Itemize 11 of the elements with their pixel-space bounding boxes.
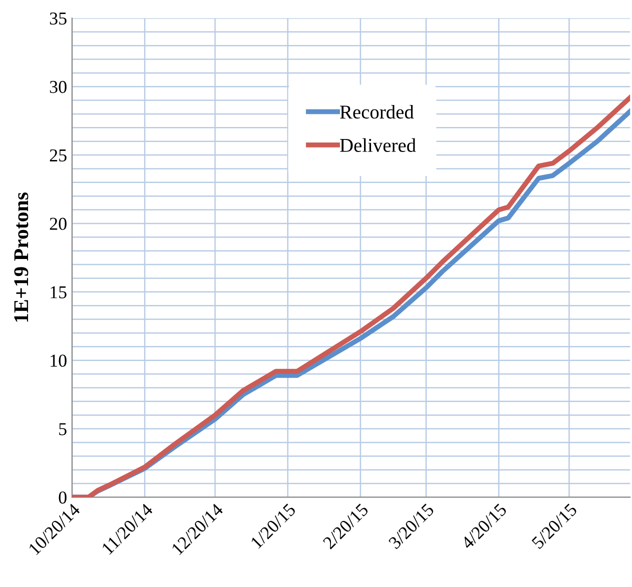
y-tick-label: 5: [59, 423, 66, 436]
legend-label: Recorded: [340, 104, 414, 119]
y-axis-title: 1E+19 Protons: [14, 192, 28, 322]
y-tick-label: 10: [50, 354, 66, 367]
y-tick-label: 30: [50, 80, 66, 94]
y-tick-label: 0: [58, 491, 66, 504]
legend-label: Delivered: [340, 138, 416, 152]
y-tick-label: 25: [50, 149, 66, 162]
y-tick-label: 20: [50, 218, 66, 230]
y-tick-label: 15: [50, 286, 66, 298]
y-tick-label: 35: [50, 12, 66, 25]
